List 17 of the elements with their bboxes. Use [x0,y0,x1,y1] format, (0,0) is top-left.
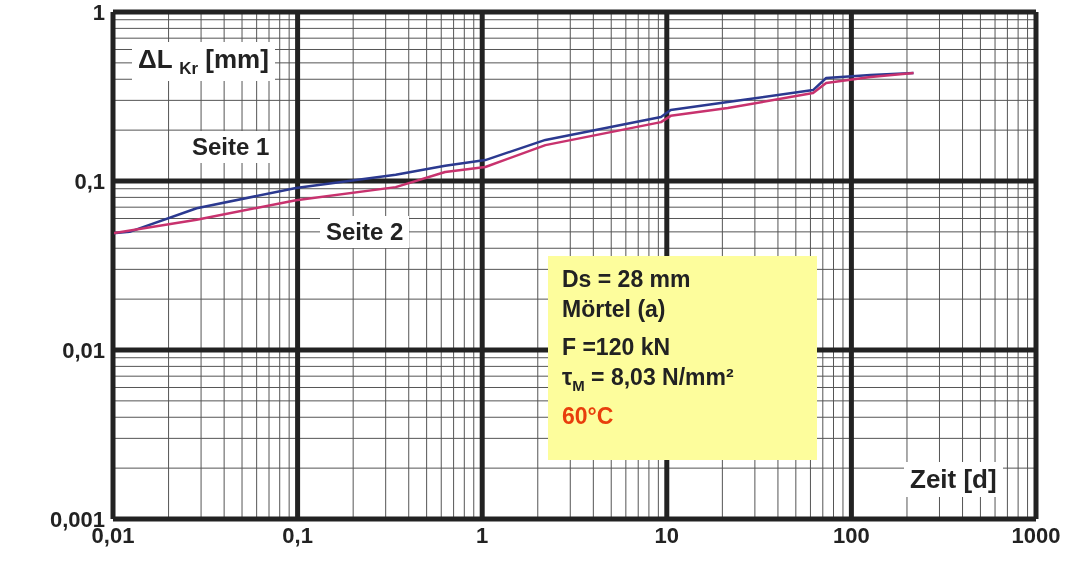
annotation: Ds = 28 mm [562,266,691,292]
y-axis-title: ΔL $_{Kr}$ [mm] [138,44,269,79]
y-tick-label: 0,01 [62,337,105,363]
y-tick-label: 0,1 [74,168,105,194]
x-tick-label: 0,1 [282,522,313,548]
x-tick-label: 100 [833,522,870,548]
x-tick-label: 1000 [1011,522,1061,548]
annotation: 60°C [562,402,614,429]
x-tick-label: 10 [654,522,680,548]
annotation: Mörtel (a) [562,296,666,322]
annotation: F =120 kN [562,334,671,360]
y-tick-label: 1 [92,0,105,25]
series-label: Seite 2 [320,216,410,248]
x-tick-label: 1 [476,522,489,548]
series-label: Seite 1 [186,131,276,163]
annotation: τ$_{M}$ = 8,03 N/mm² [562,364,734,394]
x-axis-title: Zeit [d] [910,464,997,494]
